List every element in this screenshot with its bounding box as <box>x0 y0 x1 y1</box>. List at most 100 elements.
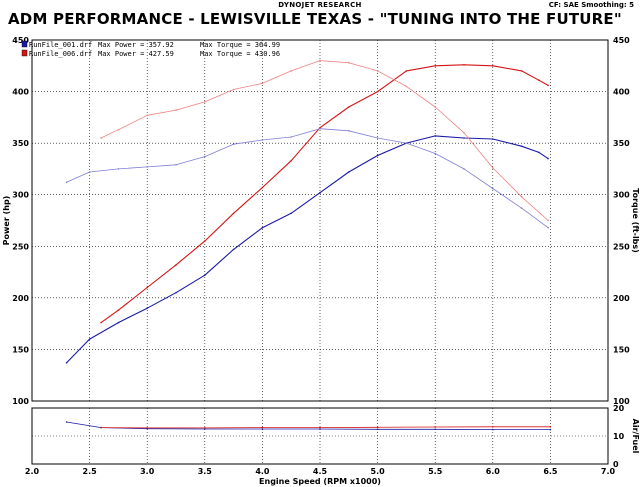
airfuel-line-run006-point <box>434 426 437 428</box>
torque-line-run001-point <box>261 139 264 141</box>
y2-axis-label: Torque (ft-lbs) <box>631 188 640 253</box>
correction-factor-label: CF: SAE Smoothing: 5 <box>548 1 634 9</box>
legend-max-torque: Max Torque = 364.99 <box>200 41 280 49</box>
airfuel-line-run001-point <box>376 428 379 431</box>
y2-tick-label: 200 <box>613 294 630 303</box>
torque-line-run006-point <box>175 109 177 111</box>
y2-tick-label: 450 <box>613 36 630 45</box>
torque-line-run006-point <box>232 88 235 91</box>
power-line-run001-point <box>348 171 350 173</box>
airfuel-tick-label: 0 <box>613 460 619 469</box>
power-line-run001-point <box>463 137 465 139</box>
power-line-run001-point <box>146 307 148 310</box>
y2-tick-label: 400 <box>613 88 630 97</box>
airfuel-tick-label: 20 <box>613 404 625 413</box>
legend-file: RunFile_006.drf <box>29 50 92 58</box>
power-line-run001-point <box>290 212 293 215</box>
y-tick-label: 100 <box>12 397 29 406</box>
y-axis-label: Power (hp) <box>2 196 11 246</box>
power-line-run006-point <box>492 65 494 67</box>
torque-line-run006-point <box>117 128 120 131</box>
power-line-run001-point <box>434 135 437 137</box>
power-line-run001-point <box>538 151 540 154</box>
x-tick-label: 3.0 <box>140 467 155 476</box>
torque-line-run001-point <box>376 137 379 139</box>
torque-line-run001-point <box>146 166 148 168</box>
torque-line-run006-point <box>204 101 206 103</box>
torque-line-run001-point <box>232 143 235 145</box>
torque-line-run001-point <box>434 152 437 155</box>
torque-line-run006-point <box>319 59 321 62</box>
power-line-run006-point <box>348 106 350 108</box>
torque-line-run006-point <box>100 137 102 139</box>
torque-line-run006-point <box>463 132 465 134</box>
power-line-run006-point <box>547 84 549 87</box>
power-line-run001-point <box>261 226 264 229</box>
x-axis-label: Engine Speed (RPM x1000) <box>259 477 381 486</box>
x-tick-label: 3.5 <box>198 467 213 476</box>
airfuel-line-run001-point <box>434 428 437 431</box>
power-line-run001-point <box>117 321 120 324</box>
y2-tick-label: 100 <box>613 397 630 406</box>
x-tick-label: 2.5 <box>83 467 98 476</box>
airfuel-line-run006-point <box>146 427 148 429</box>
airfuel-line-run001 <box>66 421 551 431</box>
torque-line-run001-point <box>520 207 523 209</box>
airfuel-line-run001-point <box>261 428 264 430</box>
power-line-run006-point <box>376 90 379 93</box>
power-line-run001-point <box>65 362 68 364</box>
y2-tick-label: 350 <box>613 139 630 148</box>
airfuel-line-run006-point <box>376 426 379 429</box>
y-tick-label: 150 <box>12 345 29 354</box>
torque-line-run006-point <box>547 219 549 222</box>
x-tick-label: 4.5 <box>313 467 328 476</box>
torque-line-run001-point <box>290 136 293 138</box>
power-line-run001-point <box>376 154 379 157</box>
y2-tick-label: 300 <box>613 191 630 200</box>
torque-line-run001-point <box>348 130 350 132</box>
power-line-run006-point <box>117 309 120 312</box>
x-tick-label: 4.0 <box>255 467 270 476</box>
torque-line-run006-point <box>261 82 264 85</box>
torque-line-run006-point <box>434 106 437 108</box>
torque-line-run001-point <box>175 164 177 166</box>
x-tick-label: 5.5 <box>428 467 443 476</box>
torque-line-run001-point <box>492 187 494 190</box>
airfuel-line-run001-point <box>65 421 68 423</box>
torque-line-run001-point <box>117 168 120 170</box>
power-line-run001-point <box>319 191 321 194</box>
torque-line-run001-point <box>547 226 549 229</box>
chart-title: ADM PERFORMANCE - LEWISVILLE TEXAS - "TU… <box>8 10 622 28</box>
airfuel-line-run006-point <box>549 426 552 428</box>
airfuel-line-run006-point <box>204 427 206 429</box>
y-tick-label: 450 <box>12 36 29 45</box>
power-line-run001-point <box>175 291 177 294</box>
power-line-run006-point <box>405 70 408 72</box>
power-line-run001-point <box>520 145 523 147</box>
torque-line-run001-point <box>88 171 91 173</box>
torque-line-run006-point <box>405 85 408 88</box>
power-line-run001-point <box>232 248 235 251</box>
airfuel-line-run001-point <box>204 428 206 430</box>
airfuel-line-run006-point <box>100 426 102 429</box>
x-tick-label: 6.5 <box>543 467 558 476</box>
power-line-run001-point <box>204 274 206 277</box>
torque-line-run006-point <box>376 70 379 72</box>
power-line-run006-point <box>434 65 437 67</box>
airfuel-tick-label: 10 <box>613 432 625 441</box>
legend-max-torque: Max Torque = 430.96 <box>200 50 280 58</box>
torque-line-run001-point <box>319 127 321 130</box>
legend-max-power: Max Power = 427.59 <box>98 50 174 58</box>
power-line-run006-point <box>232 212 235 215</box>
power-line-run006-point <box>175 264 177 266</box>
y-tick-label: 250 <box>12 242 29 251</box>
torque-line-run006-point <box>146 114 148 117</box>
power-line-run006-point <box>204 240 206 242</box>
torque-line-run006-point <box>520 196 523 198</box>
legend-swatch <box>21 40 28 48</box>
torque-line-run006-point <box>290 70 293 72</box>
airfuel-line-run001-point <box>549 428 552 431</box>
torque-line-run001-point <box>463 168 465 170</box>
torque-line-run001-point <box>405 142 408 144</box>
